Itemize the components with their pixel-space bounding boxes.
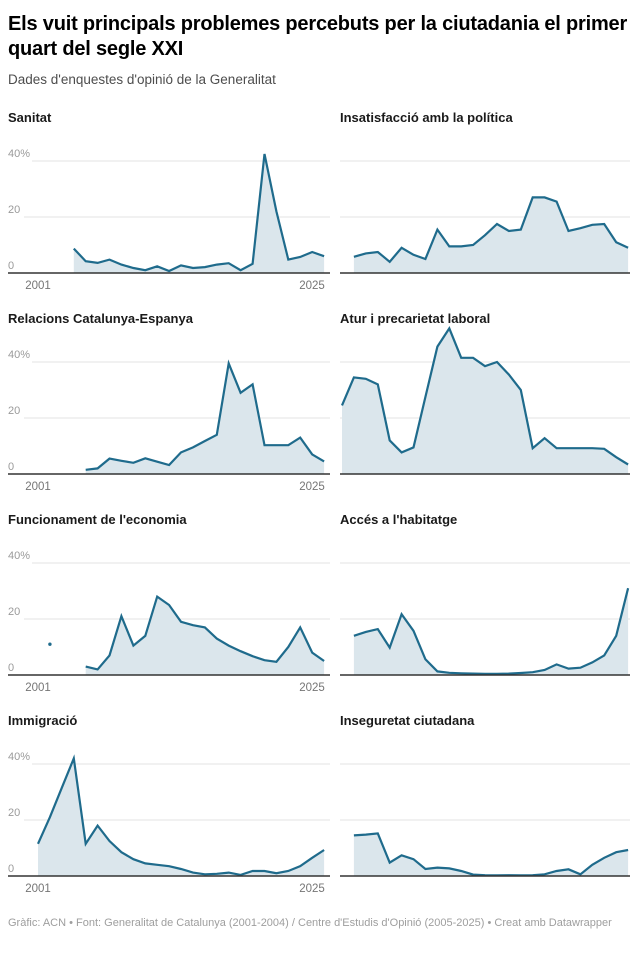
chart-title-insatisfaccio-politica: Insatisfacció amb la política bbox=[340, 110, 513, 125]
chart-plot-insatisfaccio-politica[interactable] bbox=[340, 125, 630, 297]
x-tick-label-start: 2001 bbox=[25, 280, 51, 292]
data-line bbox=[353, 587, 630, 675]
isolated-point bbox=[48, 642, 52, 646]
y-tick-label: 20 bbox=[8, 606, 20, 618]
x-tick-label-end: 2025 bbox=[299, 883, 325, 895]
chart-title-acces-habitatge: Accés a l'habitatge bbox=[340, 512, 458, 527]
chart-title-atur-precarietat: Atur i precarietat laboral bbox=[340, 311, 491, 326]
x-tick-label-start: 2001 bbox=[25, 883, 51, 895]
chart-subtitle: Dades d'enquestes d'opinió de la General… bbox=[8, 72, 276, 87]
chart-plot-relacions-catalunya-espanya[interactable]: 0 20 40% 2001 2025 bbox=[8, 326, 330, 498]
area-fill bbox=[38, 758, 325, 876]
chart-row: Funcionament de l'economia 0 20 40% 2001 2025… bbox=[8, 512, 632, 699]
x-tick-label-end: 2025 bbox=[299, 481, 325, 493]
chart-plot-inseguretat-ciutadana[interactable] bbox=[340, 728, 630, 900]
data-line bbox=[85, 359, 325, 471]
y-tick-label: 20 bbox=[8, 204, 20, 216]
y-tick-label: 20 bbox=[8, 807, 20, 819]
chart-plot-acces-habitatge[interactable] bbox=[340, 527, 630, 699]
y-tick-label: 40% bbox=[8, 751, 30, 763]
data-line bbox=[73, 153, 325, 273]
chart-title-relacions-catalunya-espanya: Relacions Catalunya-Espanya bbox=[8, 311, 193, 326]
chart-row: Relacions Catalunya-Espanya 0 20 40% 2001 202… bbox=[8, 311, 632, 498]
area-fill bbox=[353, 833, 629, 876]
y-tick-label: 40% bbox=[8, 349, 30, 361]
x-tick-label-start: 2001 bbox=[25, 682, 51, 694]
chart-title-immigracio: Immigració bbox=[8, 713, 78, 728]
y-tick-label: 40% bbox=[8, 148, 30, 160]
chart-plot-atur-precarietat[interactable] bbox=[340, 326, 630, 498]
chart-main-title: Els vuit principals problemes percebuts … bbox=[8, 13, 628, 60]
chart-plot-sanitat[interactable]: 0 20 40% 2001 2025 bbox=[8, 125, 330, 297]
y-tick-label: 0 bbox=[8, 863, 14, 875]
data-line bbox=[353, 196, 629, 264]
chart-panel-relacions-catalunya-espanya: Relacions Catalunya-Espanya 0 20 40% 2001 202… bbox=[8, 311, 330, 498]
chart-title-sanitat: Sanitat bbox=[8, 110, 52, 125]
chart-panel-acces-habitatge: Accés a l'habitatge bbox=[340, 512, 630, 699]
chart-row: Immigració 0 20 40% 2001 2025 Inseguretat ciut… bbox=[8, 713, 632, 900]
y-tick-label: 20 bbox=[8, 405, 20, 417]
x-tick-label-start: 2001 bbox=[25, 481, 51, 493]
chart-panel-atur-precarietat: Atur i precarietat laboral bbox=[340, 311, 630, 498]
y-tick-label: 0 bbox=[8, 662, 14, 674]
chart-panel-funcionament-economia: Funcionament de l'economia 0 20 40% 2001 2025 bbox=[8, 512, 330, 699]
chart-panel-inseguretat-ciutadana: Inseguretat ciutadana bbox=[340, 713, 630, 900]
area-fill bbox=[342, 328, 629, 474]
y-tick-label: 40% bbox=[8, 550, 30, 562]
attribution-footer: Gràfic: ACN • Font: Generalitat de Catal… bbox=[8, 917, 612, 929]
y-tick-label: 0 bbox=[8, 461, 14, 473]
chart-row: Sanitat 0 20 40% 2001 2025 Insatisfacció amb l… bbox=[8, 110, 632, 297]
x-tick-label-end: 2025 bbox=[299, 682, 325, 694]
area-fill bbox=[85, 596, 325, 675]
chart-plot-funcionament-economia[interactable]: 0 20 40% 2001 2025 bbox=[8, 527, 330, 699]
area-fill bbox=[353, 197, 629, 273]
y-tick-label: 0 bbox=[8, 260, 14, 272]
chart-panel-insatisfaccio-politica: Insatisfacció amb la política bbox=[340, 110, 630, 297]
x-tick-label-end: 2025 bbox=[299, 280, 325, 292]
chart-title-inseguretat-ciutadana: Inseguretat ciutadana bbox=[340, 713, 475, 728]
area-fill bbox=[85, 363, 325, 474]
chart-title-funcionament-economia: Funcionament de l'economia bbox=[8, 512, 187, 527]
charts-grid: Sanitat 0 20 40% 2001 2025 Insatisfacció amb l… bbox=[8, 110, 632, 900]
chart-plot-immigracio[interactable]: 0 20 40% 2001 2025 bbox=[8, 728, 330, 900]
data-line bbox=[36, 754, 325, 877]
data-line bbox=[340, 326, 629, 466]
chart-panel-sanitat: Sanitat 0 20 40% 2001 2025 bbox=[8, 110, 330, 297]
chart-panel-immigracio: Immigració 0 20 40% 2001 2025 bbox=[8, 713, 330, 900]
page-header: Els vuit principals problemes percebuts … bbox=[8, 12, 632, 88]
data-line bbox=[85, 594, 325, 671]
